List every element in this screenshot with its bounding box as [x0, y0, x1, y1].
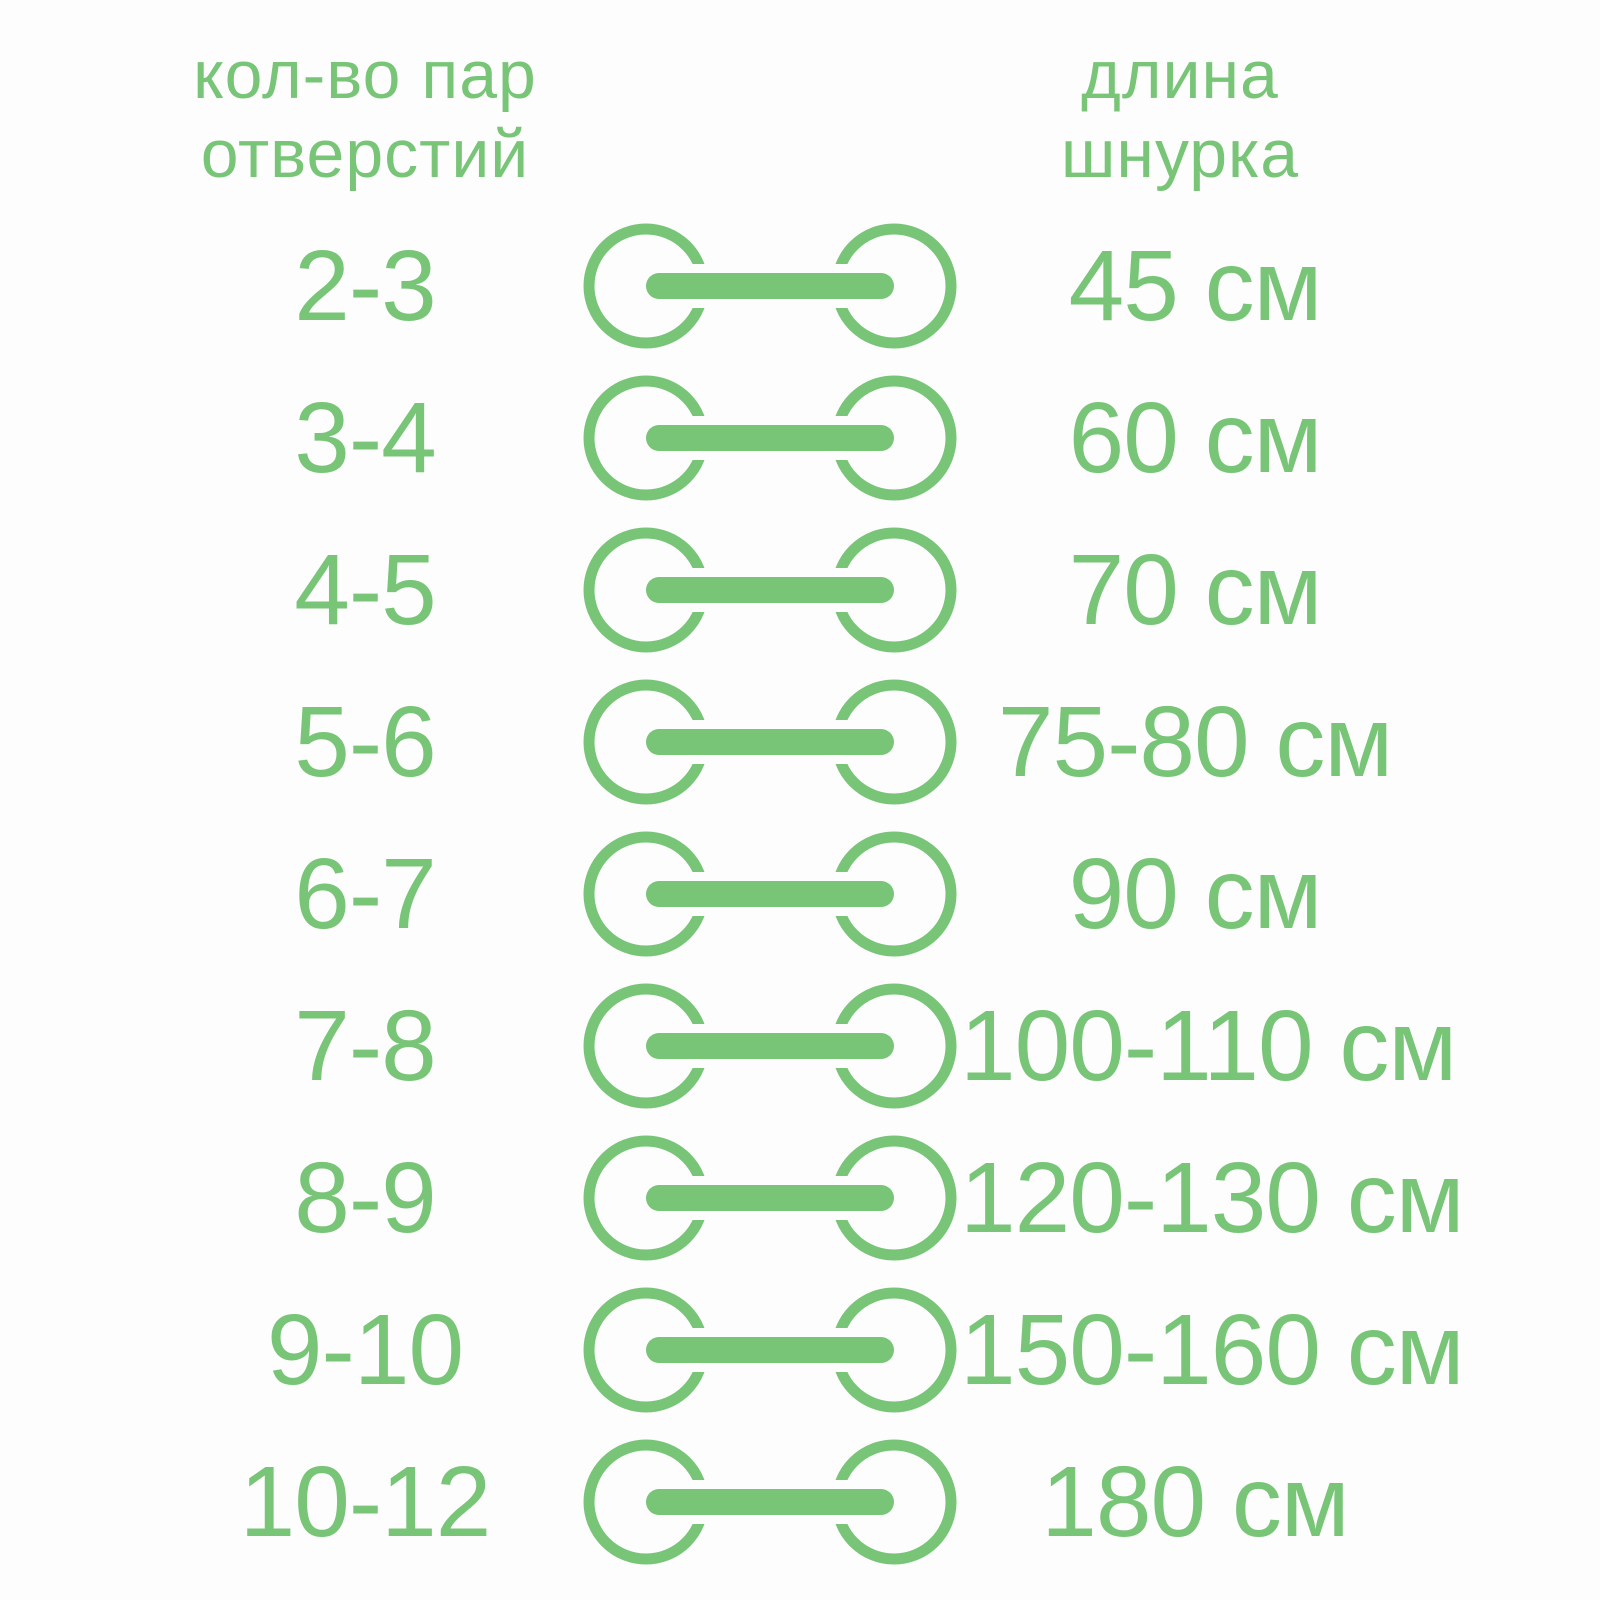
eyelet-pairs-value: 5-6 — [294, 685, 437, 798]
lace-length-value: 70 см — [1068, 533, 1323, 646]
header-line: шнурка — [1060, 116, 1300, 192]
eyelets-lace-icon — [580, 675, 960, 809]
eyelet-pairs-value: 4-5 — [294, 533, 437, 646]
lace-length-value: 75-80 см — [997, 685, 1393, 798]
eyelet-pairs-value: 9-10 — [266, 1293, 464, 1406]
table-row: 5-6 75-80 см — [0, 666, 1600, 818]
eyelet-pairs-value: 8-9 — [294, 1141, 437, 1254]
lace-length-value: 100-110 см — [960, 989, 1457, 1102]
lace-length-value: 150-160 см — [960, 1293, 1465, 1406]
column-header-eyelet-pairs: кол-во пар отверстий — [150, 36, 580, 204]
table-row: 10-12 180 см — [0, 1426, 1600, 1578]
table-row: 2-3 45 см — [0, 210, 1600, 362]
header-line: длина — [1081, 37, 1279, 113]
eyelet-pairs-value: 3-4 — [294, 381, 437, 494]
table-row: 7-8 100-110 см — [0, 970, 1600, 1122]
table-body: 2-3 45 см 3-4 60 — [0, 210, 1600, 1578]
header-spacer — [580, 36, 960, 204]
eyelets-lace-icon — [580, 979, 960, 1113]
column-header-lace-length: длина шнурка — [960, 36, 1400, 204]
header-line: кол-во пар — [193, 37, 537, 113]
header-line: отверстий — [200, 116, 530, 192]
lace-length-value: 180 см — [1041, 1445, 1349, 1558]
eyelets-lace-icon — [580, 219, 960, 353]
eyelets-lace-icon — [580, 523, 960, 657]
eyelets-lace-icon — [580, 371, 960, 505]
table-row: 3-4 60 см — [0, 362, 1600, 514]
lace-length-value: 60 см — [1068, 381, 1323, 494]
eyelets-lace-icon — [580, 1283, 960, 1417]
eyelets-lace-icon — [580, 1131, 960, 1265]
lace-length-value: 90 см — [1068, 837, 1323, 950]
eyelet-pairs-value: 7-8 — [294, 989, 437, 1102]
eyelet-pairs-value: 10-12 — [239, 1445, 492, 1558]
eyelets-lace-icon — [580, 1435, 960, 1569]
eyelet-pairs-value: 6-7 — [294, 837, 437, 950]
table-row: 6-7 90 см — [0, 818, 1600, 970]
lace-length-value: 120-130 см — [960, 1141, 1465, 1254]
table-header-row: кол-во пар отверстий длина шнурка — [0, 36, 1600, 204]
table-row: 8-9 120-130 см — [0, 1122, 1600, 1274]
table-row: 9-10 150-160 см — [0, 1274, 1600, 1426]
eyelets-lace-icon — [580, 827, 960, 961]
eyelet-pairs-value: 2-3 — [294, 229, 437, 342]
table-row: 4-5 70 см — [0, 514, 1600, 666]
lace-length-value: 45 см — [1068, 229, 1323, 342]
